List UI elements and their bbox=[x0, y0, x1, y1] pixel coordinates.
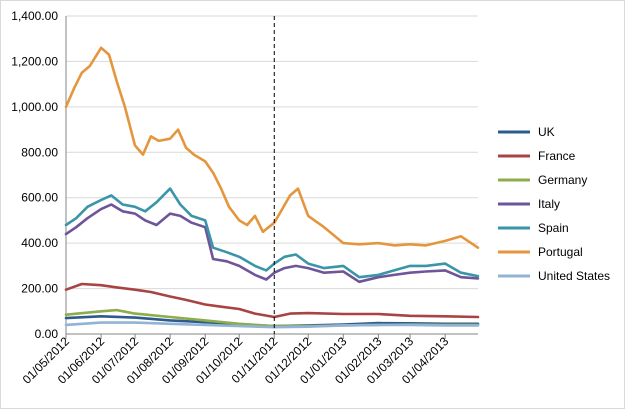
y-tick-label: 600.00 bbox=[21, 191, 58, 205]
gridlines bbox=[66, 15, 478, 335]
y-tick-label: 1,000.00 bbox=[11, 100, 58, 114]
legend-label: UK bbox=[538, 125, 555, 139]
y-tick-label: 200.00 bbox=[21, 282, 58, 296]
y-tick-label: 0.00 bbox=[35, 327, 59, 341]
legend-label: Spain bbox=[538, 221, 569, 235]
series-line-france bbox=[64, 282, 480, 319]
legend-label: Portugal bbox=[538, 245, 583, 259]
y-tick-label: 400.00 bbox=[21, 236, 58, 250]
series-line-spain bbox=[64, 187, 480, 279]
series-lines bbox=[64, 46, 480, 329]
legend-label: Germany bbox=[538, 173, 587, 187]
x-axis-tick-labels: 01/05/201201/06/201201/07/201201/08/2012… bbox=[20, 334, 452, 387]
legend-label: United States bbox=[538, 269, 610, 283]
axes bbox=[65, 16, 478, 339]
series-line-italy bbox=[64, 203, 480, 284]
y-tick-label: 1,200.00 bbox=[11, 54, 58, 68]
y-tick-label: 1,400.00 bbox=[11, 9, 58, 23]
y-tick-label: 800.00 bbox=[21, 145, 58, 159]
legend-label: France bbox=[538, 149, 576, 163]
y-axis-tick-labels: 0.00 200.00 400.00 600.00 800.00 1,000.00 1,20… bbox=[11, 9, 58, 341]
series-line-portugal bbox=[64, 46, 480, 249]
legend-label: Italy bbox=[538, 197, 560, 211]
legend: UK France Germany Italy Spain Portugal United … bbox=[498, 125, 610, 283]
